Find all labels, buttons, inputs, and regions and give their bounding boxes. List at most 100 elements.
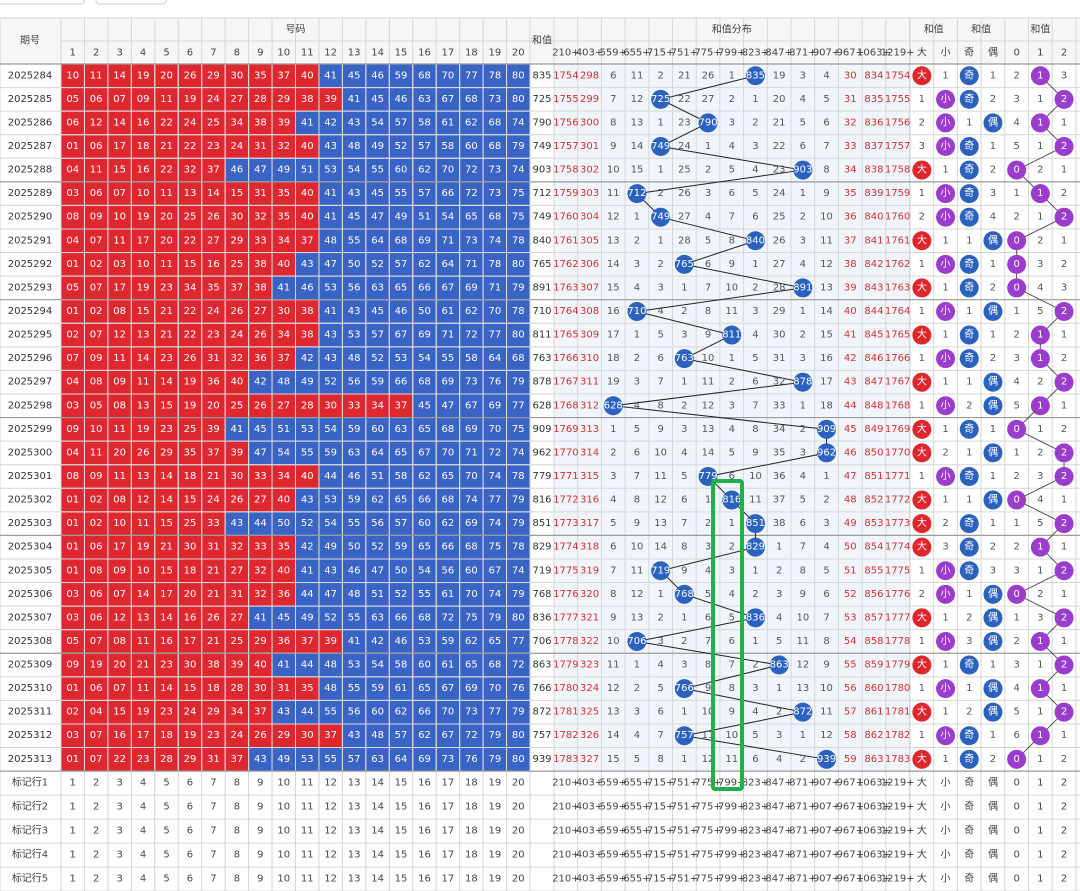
period: 2025308 — [8, 636, 53, 647]
omission: 7 — [610, 94, 616, 105]
number-cell — [84, 229, 108, 253]
drawn-number: 15 — [113, 165, 126, 176]
omission: 50 — [844, 542, 857, 553]
hit-value: 811 — [722, 330, 741, 341]
omission: 9 — [681, 565, 687, 576]
number-cell — [366, 323, 389, 347]
hit-value: 712 — [627, 188, 646, 199]
number-cell — [202, 347, 225, 370]
number-cell — [272, 111, 295, 135]
drawn-number: 10 — [137, 188, 150, 199]
marker-cell: 大 — [917, 872, 927, 885]
top-button[interactable] — [95, 0, 167, 5]
omission: 18 — [607, 353, 620, 364]
number-cell — [342, 64, 366, 88]
marker-cell: 14 — [371, 826, 384, 837]
omission: 322 — [580, 636, 599, 647]
hit-value: 大 — [917, 422, 927, 435]
drawn-number: 38 — [254, 117, 267, 128]
number-cell — [483, 205, 507, 229]
number-cell — [108, 229, 131, 253]
omission: 2 — [705, 518, 711, 529]
omission: 3 — [705, 542, 711, 553]
omission: 4 — [634, 282, 640, 293]
marker-cell: 15 — [395, 826, 408, 837]
drawn-number: 79 — [488, 754, 501, 765]
number-cell — [342, 700, 366, 724]
drawn-number: 07 — [113, 188, 126, 199]
number-cell — [178, 559, 202, 583]
drawn-number: 36 — [277, 589, 290, 600]
omission: 5 — [729, 612, 735, 623]
hit-circle — [1030, 325, 1050, 345]
marker-cell: 1 — [70, 874, 76, 885]
number-cell — [389, 394, 413, 418]
hit-circle — [936, 207, 956, 227]
number-cell — [319, 488, 342, 512]
drawn-number: 44 — [301, 589, 314, 600]
omission: 1775 — [553, 565, 578, 576]
omission: 838 — [864, 165, 883, 176]
omission: 8 — [610, 117, 616, 128]
number-cell — [131, 583, 155, 606]
period: 2025291 — [8, 235, 53, 246]
drawn-number: 60 — [465, 565, 478, 576]
number-cell — [272, 441, 295, 465]
marker-cell: 4 — [140, 826, 146, 837]
marker-cell: 7 — [210, 874, 216, 885]
number-cell — [249, 276, 272, 300]
sum-value: 628 — [532, 400, 551, 411]
number-cell — [178, 606, 202, 630]
hit-value: 大 — [917, 280, 927, 293]
drawn-number: 65 — [418, 424, 431, 435]
number-cell — [131, 135, 155, 158]
marker-cell: 13 — [348, 802, 361, 813]
drawn-number: 26 — [137, 447, 150, 458]
drawn-number: 33 — [207, 518, 220, 529]
number-cell — [155, 394, 178, 418]
top-button[interactable] — [0, 0, 85, 5]
hit-value: 0 — [1013, 754, 1019, 765]
omission: 34 — [844, 165, 857, 176]
drawn-number: 74 — [512, 117, 525, 128]
omission: 840 — [864, 212, 883, 223]
number-cell — [202, 182, 225, 205]
drawn-number: 15 — [160, 518, 173, 529]
omission: 3 — [776, 589, 782, 600]
number-cell — [108, 700, 131, 724]
drawn-number: 61 — [442, 589, 455, 600]
sum-value: 811 — [532, 330, 551, 341]
number-cell — [202, 724, 225, 748]
number-cell — [272, 677, 295, 700]
hit-value: 1 — [1037, 117, 1043, 128]
omission: 855 — [864, 565, 883, 576]
sum-value: 719 — [532, 565, 551, 576]
hit-circle — [912, 325, 932, 345]
drawn-number: 32 — [254, 589, 267, 600]
hit-value: 小 — [941, 116, 951, 128]
omission: 6 — [800, 141, 806, 152]
omission: 1772 — [885, 495, 910, 506]
omission: 1755 — [553, 94, 578, 105]
omission: 1779 — [885, 660, 910, 671]
hit-circle — [936, 184, 956, 204]
drawn-number: 19 — [137, 70, 150, 81]
column-label: 7 — [210, 48, 216, 59]
drawn-number: 62 — [418, 471, 431, 482]
drawn-number: 38 — [254, 282, 267, 293]
number-cell — [366, 724, 389, 748]
drawn-number: 73 — [465, 707, 478, 718]
omission: 1 — [990, 518, 996, 529]
drawn-number: 65 — [418, 683, 431, 694]
sum-value: 829 — [532, 542, 551, 553]
drawn-number: 45 — [254, 424, 267, 435]
drawn-number: 59 — [395, 70, 408, 81]
drawn-number: 34 — [277, 471, 290, 482]
drawn-number: 54 — [348, 165, 361, 176]
drawn-number: 11 — [113, 353, 126, 364]
number-cell — [61, 724, 84, 748]
hit-circle — [959, 136, 979, 156]
drawn-number: 23 — [160, 660, 173, 671]
omission: 2 — [800, 330, 806, 341]
number-cell — [413, 465, 436, 488]
